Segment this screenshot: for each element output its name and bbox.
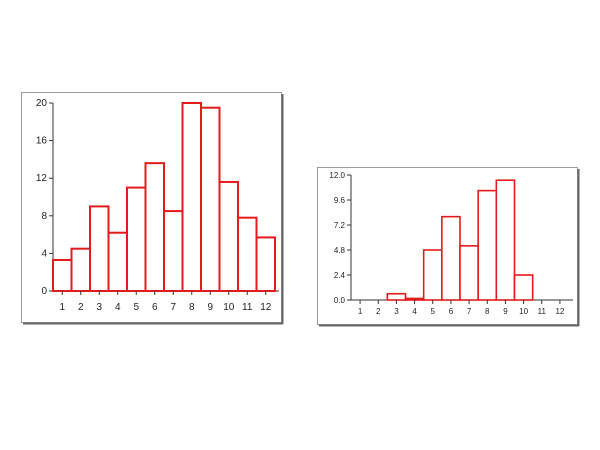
- left-xtick-label-3: 3: [96, 302, 102, 313]
- left-bar-6: [144, 162, 165, 292]
- right-xtick-label-11: 11: [538, 307, 547, 316]
- right-xtick-label-10: 10: [519, 307, 528, 316]
- left-bar-2: [70, 247, 91, 292]
- left-ytick-label-0: 0: [41, 286, 47, 297]
- right-ytick-label-1: 2.4: [334, 271, 346, 280]
- left-xtick-label-5: 5: [133, 302, 139, 313]
- left-xtick-label-4: 4: [115, 302, 121, 313]
- left-ytick-label-1: 4: [41, 248, 47, 259]
- right-ytick-label-5: 12.0: [329, 171, 345, 180]
- left-ytick-label-5: 20: [36, 98, 48, 109]
- left-ytick-label-2: 8: [41, 211, 47, 222]
- left-bar-12: [255, 236, 276, 292]
- right-xtick-label-6: 6: [449, 307, 454, 316]
- left-xtick-label-9: 9: [207, 302, 213, 313]
- right-xtick-label-8: 8: [485, 307, 490, 316]
- left-bar-11: [237, 216, 258, 292]
- histogram-left: 0 4 8 12 16 20 1 2 3 4 5 6 7 8 9 10 11 12: [21, 92, 284, 325]
- right-xtick-label-1: 1: [358, 307, 363, 316]
- left-xtick-label-7: 7: [170, 302, 176, 313]
- left-xtick-label-10: 10: [223, 302, 235, 313]
- histogram-right-svg: 0.02.44.87.29.612.01 2 3 4 5 6 7 8 9 10 11 12: [317, 167, 580, 327]
- left-bar-4: [107, 231, 128, 292]
- right-bar-10: [513, 274, 534, 301]
- left-xtick-label-11: 11: [242, 302, 253, 313]
- left-xtick-label-1: 1: [59, 302, 65, 313]
- left-xtick-label-12: 12: [260, 302, 272, 313]
- left-bar-9: [200, 106, 221, 293]
- left-ytick-label-4: 16: [36, 136, 48, 147]
- right-bar-5: [422, 249, 443, 301]
- right-ytick-label-3: 7.2: [334, 221, 346, 230]
- right-bar-7: [459, 245, 479, 301]
- left-bar-5: [126, 186, 147, 292]
- right-xtick-label-3: 3: [394, 307, 399, 316]
- right-xtick-label-7: 7: [467, 307, 472, 316]
- histogram-right: 0.0 2.4 4.8 7.2 9.6 12.0 1 2 3 4 5 6 7 8 9 10 11 12: [317, 167, 580, 327]
- left-bar-8: [181, 102, 202, 292]
- right-xtick-label-9: 9: [503, 307, 508, 316]
- right-ytick-label-0: 0.0: [334, 296, 346, 305]
- right-ytick-label-4: 9.6: [334, 196, 346, 205]
- left-bar-3: [89, 205, 110, 292]
- right-xtick-label-12: 12: [555, 307, 564, 316]
- right-bar-6: [441, 215, 461, 301]
- right-xtick-label-2: 2: [376, 307, 381, 316]
- right-bar-9: [495, 179, 516, 301]
- right-xtick-label-5: 5: [431, 307, 436, 316]
- right-ytick-label-2: 4.8: [334, 246, 346, 255]
- right-bar-3: [386, 292, 407, 301]
- right-bar-8: [477, 189, 498, 301]
- right-xtick-label-4: 4: [412, 307, 417, 316]
- left-xtick-label-6: 6: [152, 302, 158, 313]
- left-xtick-label-2: 2: [78, 302, 84, 313]
- right-bar-4: [404, 297, 425, 301]
- left-bar-7: [163, 210, 184, 292]
- left-xtick-label-8: 8: [189, 302, 195, 313]
- left-bar-1: [52, 258, 73, 292]
- left-ytick-label-3: 12: [36, 173, 48, 184]
- left-bar-10: [218, 180, 239, 292]
